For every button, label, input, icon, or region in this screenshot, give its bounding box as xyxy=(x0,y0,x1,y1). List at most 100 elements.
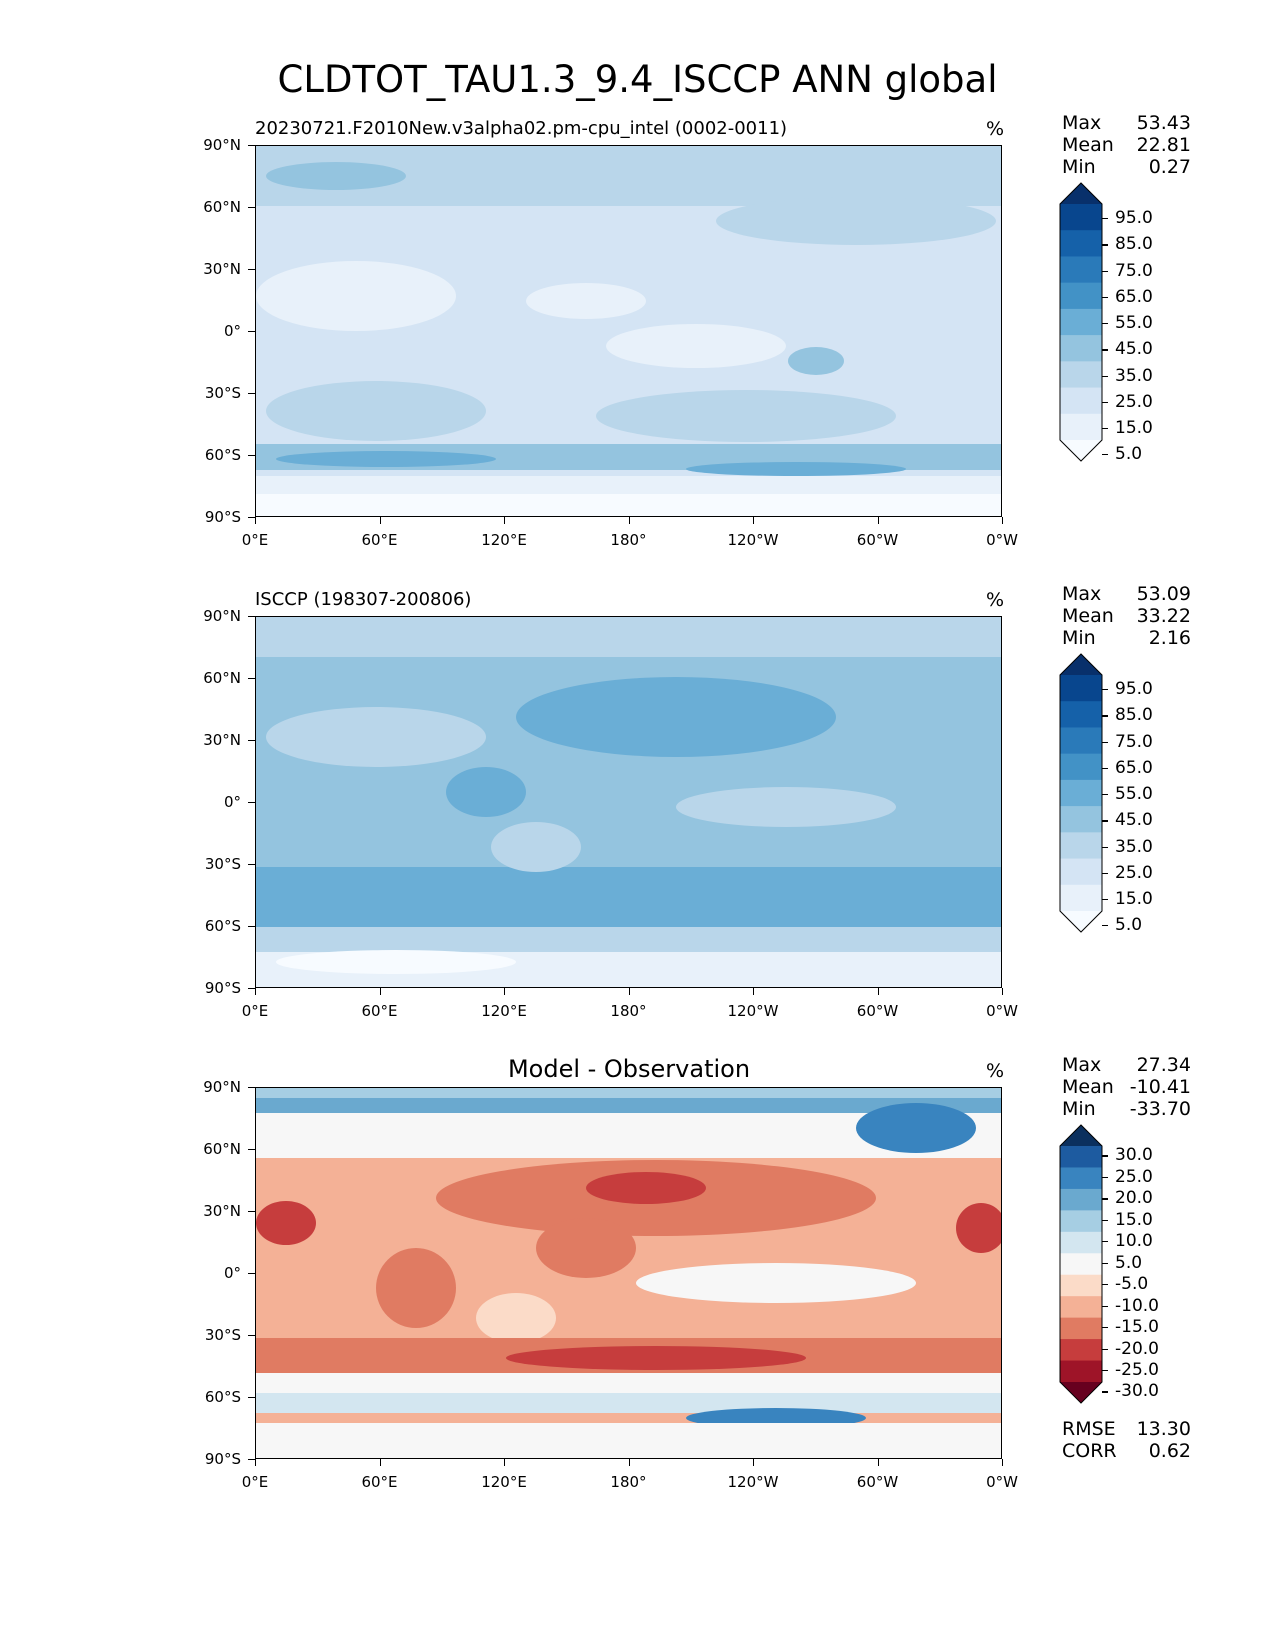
lat-tick-mark xyxy=(248,1211,255,1213)
stats-block: Max 53.43 Mean 22.81 Min 0.27 xyxy=(1062,112,1191,178)
colorbar-band xyxy=(1060,727,1102,755)
colorbar-label: 55.0 xyxy=(1115,784,1153,805)
colorbar-label: 15.0 xyxy=(1115,889,1153,909)
colorbar-band xyxy=(1060,701,1102,728)
lon-tick-label: 60°W xyxy=(856,531,899,549)
colorbar xyxy=(1059,182,1103,462)
colorbar-label: 45.0 xyxy=(1115,810,1153,831)
colorbar-tick xyxy=(1102,1198,1108,1200)
colorbar-tick xyxy=(1102,1262,1108,1264)
colorbar-band xyxy=(1060,779,1102,807)
colorbar-band xyxy=(1060,832,1102,860)
colorbar-tick xyxy=(1102,1155,1108,1157)
lon-tick-label: 180° xyxy=(610,531,647,549)
metric-rmse: RMSE 13.30 xyxy=(1062,1418,1191,1440)
colorbar-label: -20.0 xyxy=(1115,1338,1159,1359)
stat-min: Min -33.70 xyxy=(1062,1098,1191,1120)
colorbar-outline xyxy=(1059,653,1103,933)
colorbar-tick xyxy=(1102,794,1108,796)
colorbar-label: 25.0 xyxy=(1115,391,1153,412)
lon-tick-mark xyxy=(877,517,879,524)
colorbar-tick xyxy=(1102,1348,1108,1350)
stat-max: Max 27.34 xyxy=(1062,1054,1191,1076)
lon-tick-mark xyxy=(753,517,755,524)
units-label: % xyxy=(986,1060,1005,1082)
colorbar-band xyxy=(1060,335,1102,362)
colorbar-band xyxy=(1060,282,1102,310)
colorbar-extend-max xyxy=(1060,1125,1102,1146)
model-field xyxy=(256,146,1001,516)
colorbar-tick xyxy=(1102,689,1108,691)
lat-tick-label: 60°S xyxy=(204,917,241,935)
metric-corr-label: CORR xyxy=(1062,1440,1117,1462)
lon-tick-label: 120°E xyxy=(481,531,527,549)
colorbar-tick xyxy=(1102,296,1108,299)
lat-tick-label: 90°S xyxy=(204,508,241,526)
colorbar-label: 25.0 xyxy=(1115,862,1153,883)
units-label: % xyxy=(986,118,1005,140)
lat-tick-label: 90°N xyxy=(203,1078,241,1096)
colorbar-tick xyxy=(1102,349,1108,351)
colorbar-label: 65.0 xyxy=(1115,757,1153,778)
colorbar-tick xyxy=(1102,218,1108,220)
panel-model: 20230721.F2010New.v3alpha02.pm-cpu_intel… xyxy=(0,112,1275,590)
colorbar-label: 30.0 xyxy=(1115,1145,1153,1166)
map-model xyxy=(255,145,1002,517)
lat-tick-label: 90°N xyxy=(203,136,241,154)
colorbar-band xyxy=(1060,753,1102,781)
lon-tick-mark xyxy=(753,1459,755,1466)
colorbar-band xyxy=(1060,413,1102,441)
lon-tick-mark xyxy=(877,988,879,995)
stat-mean-label: Mean xyxy=(1062,1076,1114,1098)
colorbar-extend-min xyxy=(1060,1382,1102,1403)
stats-block: Max 27.34 Mean -10.41 Min -33.70 xyxy=(1062,1054,1191,1120)
colorbar-outline xyxy=(1059,1124,1103,1404)
colorbar xyxy=(1059,653,1103,933)
colorbar-label: 85.0 xyxy=(1115,705,1153,726)
observation-field xyxy=(256,617,1001,987)
metric-rmse-value: 13.30 xyxy=(1136,1418,1191,1440)
colorbar-label: 75.0 xyxy=(1115,260,1153,281)
stat-min-label: Min xyxy=(1062,156,1096,178)
colorbar-label: -25.0 xyxy=(1115,1360,1159,1380)
lon-tick-label: 0°E xyxy=(241,1473,269,1491)
panel-title: ISCCP (198307-200806) xyxy=(255,589,472,610)
colorbar-band xyxy=(1060,1360,1102,1383)
lon-tick-label: 60°E xyxy=(361,531,398,549)
colorbar-tick xyxy=(1102,401,1108,403)
lat-tick-mark xyxy=(248,145,255,147)
stat-mean: Mean -10.41 xyxy=(1062,1076,1191,1098)
colorbar-band xyxy=(1060,308,1102,336)
colorbar-label: 5.0 xyxy=(1115,1252,1143,1273)
stat-mean-value: -10.41 xyxy=(1129,1076,1191,1098)
colorbar-tick xyxy=(1102,428,1108,430)
lon-tick-label: 0°E xyxy=(241,531,269,549)
colorbar-tick xyxy=(1102,1327,1108,1329)
colorbar-label: 65.0 xyxy=(1115,286,1153,307)
lat-tick-label: 0° xyxy=(223,793,241,811)
colorbar-label: 95.0 xyxy=(1115,208,1153,229)
stat-min-value: -33.70 xyxy=(1129,1098,1191,1120)
lat-tick-mark xyxy=(248,926,255,928)
colorbar-tick xyxy=(1102,1241,1108,1243)
stat-max: Max 53.09 xyxy=(1062,583,1191,605)
stat-mean-label: Mean xyxy=(1062,605,1114,627)
lon-tick-label: 120°W xyxy=(727,1002,779,1020)
colorbar-tick xyxy=(1102,454,1108,456)
lat-tick-mark xyxy=(248,1149,255,1151)
lat-tick-mark xyxy=(248,455,255,457)
colorbar-tick xyxy=(1102,715,1108,717)
colorbar-label: 75.0 xyxy=(1115,731,1153,752)
stat-min: Min 0.27 xyxy=(1062,156,1191,178)
colorbar-label: 55.0 xyxy=(1115,313,1153,334)
colorbar-band xyxy=(1060,1231,1102,1254)
lat-tick-mark xyxy=(248,740,255,742)
stat-min-label: Min xyxy=(1062,1098,1096,1120)
lat-tick-label: 90°S xyxy=(204,1450,241,1468)
map-difference xyxy=(255,1087,1002,1459)
colorbar-label: 15.0 xyxy=(1115,418,1153,438)
colorbar-label: 10.0 xyxy=(1115,1231,1153,1252)
stat-max: Max 53.43 xyxy=(1062,112,1191,134)
lon-tick-label: 60°E xyxy=(361,1473,398,1491)
lon-tick-mark xyxy=(255,988,257,995)
